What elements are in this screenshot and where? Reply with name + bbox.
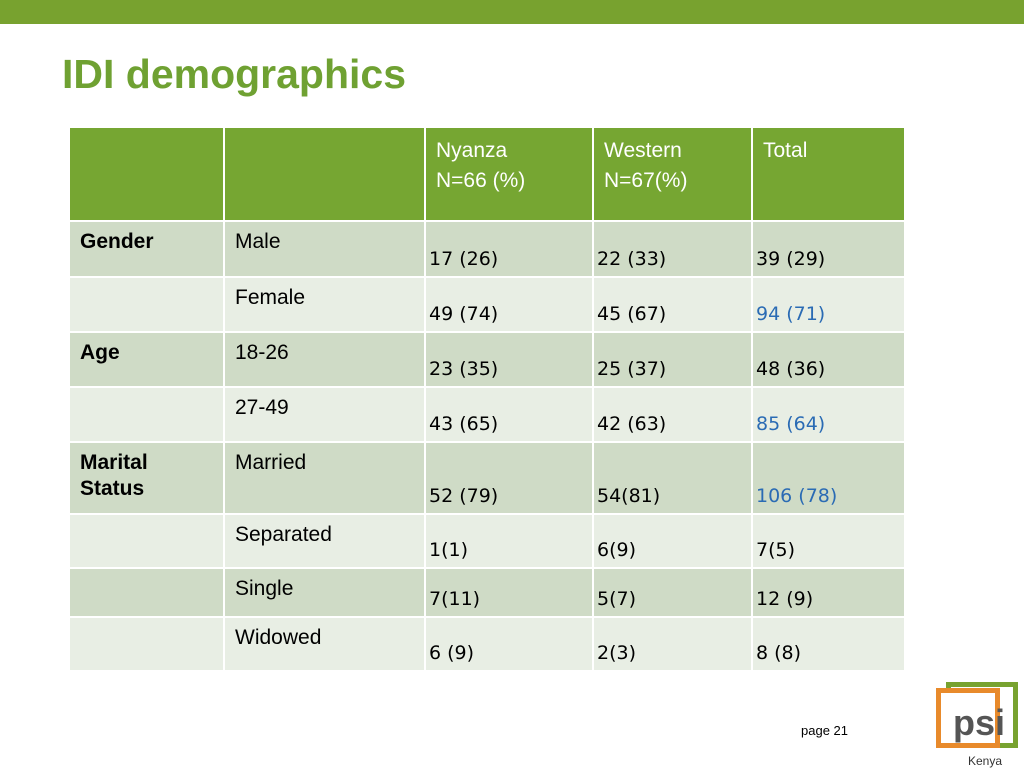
total-cell: 39 (29): [751, 220, 906, 278]
total-cell: 48 (36): [751, 331, 906, 388]
western-cell: 42 (63): [592, 386, 753, 443]
category-cell: [68, 616, 225, 672]
psi-logo: psi Kenya: [932, 682, 1022, 768]
category-cell: [68, 386, 225, 443]
table-row: Female 49 (74) 45 (67) 94 (71): [68, 276, 906, 333]
western-cell: 25 (37): [592, 331, 753, 388]
nyanza-cell: 52 (79): [424, 441, 594, 515]
nyanza-cell: 43 (65): [424, 386, 594, 443]
subcategory-cell: Single: [223, 567, 426, 618]
category-cell: Marital Status: [68, 441, 225, 515]
category-cell: [68, 567, 225, 618]
logo-orange-frame: psi: [936, 688, 1005, 748]
total-cell: 106 (78): [751, 441, 906, 515]
table-row: Age 18-26 23 (35) 25 (37) 48 (36): [68, 331, 906, 388]
table-row: Gender Male 17 (26) 22 (33) 39 (29): [68, 220, 906, 278]
nyanza-cell: 17 (26): [424, 220, 594, 278]
header-blank-category: [68, 126, 225, 222]
nyanza-cell: 7(11): [424, 567, 594, 618]
category-cell: Gender: [68, 220, 225, 278]
nyanza-cell: 49 (74): [424, 276, 594, 333]
subcategory-cell: Male: [223, 220, 426, 278]
western-cell: 5(7): [592, 567, 753, 618]
header-total-name: Total: [763, 139, 808, 162]
table-row: Single 7(11) 5(7) 12 (9): [68, 567, 906, 618]
header-total: Total: [751, 126, 906, 222]
nyanza-cell: 6 (9): [424, 616, 594, 672]
demographics-table: Nyanza N=66 (%) Western N=67(%) Total Ge…: [68, 126, 906, 672]
total-cell: 94 (71): [751, 276, 906, 333]
western-cell: 2(3): [592, 616, 753, 672]
table-row: 27-49 43 (65) 42 (63) 85 (64): [68, 386, 906, 443]
header-blank-subcategory: [223, 126, 426, 222]
western-cell: 6(9): [592, 513, 753, 569]
subcategory-cell: Female: [223, 276, 426, 333]
table-row: Widowed 6 (9) 2(3) 8 (8): [68, 616, 906, 672]
logo-text: psi: [953, 702, 1006, 743]
total-cell: 12 (9): [751, 567, 906, 618]
table-header-row: Nyanza N=66 (%) Western N=67(%) Total: [68, 126, 906, 222]
total-cell: 8 (8): [751, 616, 906, 672]
western-cell: 22 (33): [592, 220, 753, 278]
header-nyanza-n: N=66 (%): [436, 169, 526, 192]
category-cell: Age: [68, 331, 225, 388]
subcategory-cell: 27-49: [223, 386, 426, 443]
total-cell: 7(5): [751, 513, 906, 569]
western-cell: 45 (67): [592, 276, 753, 333]
page-title: IDI demographics: [62, 51, 407, 97]
nyanza-cell: 1(1): [424, 513, 594, 569]
subcategory-cell: Separated: [223, 513, 426, 569]
table-row: Marital Status Married 52 (79) 54(81) 10…: [68, 441, 906, 515]
table-row: Separated 1(1) 6(9) 7(5): [68, 513, 906, 569]
nyanza-cell: 23 (35): [424, 331, 594, 388]
header-nyanza-name: Nyanza: [436, 139, 508, 162]
header-nyanza: Nyanza N=66 (%): [424, 126, 594, 222]
header-western: Western N=67(%): [592, 126, 753, 222]
total-cell: 85 (64): [751, 386, 906, 443]
header-western-name: Western: [604, 139, 682, 162]
header-western-n: N=67(%): [604, 169, 688, 192]
subcategory-cell: Married: [223, 441, 426, 515]
subcategory-cell: Widowed: [223, 616, 426, 672]
page-number: page 21: [801, 723, 848, 738]
western-cell: 54(81): [592, 441, 753, 515]
top-accent-bar: [0, 0, 1024, 24]
category-cell: [68, 513, 225, 569]
subcategory-cell: 18-26: [223, 331, 426, 388]
category-cell: [68, 276, 225, 333]
logo-country: Kenya: [968, 754, 1003, 768]
